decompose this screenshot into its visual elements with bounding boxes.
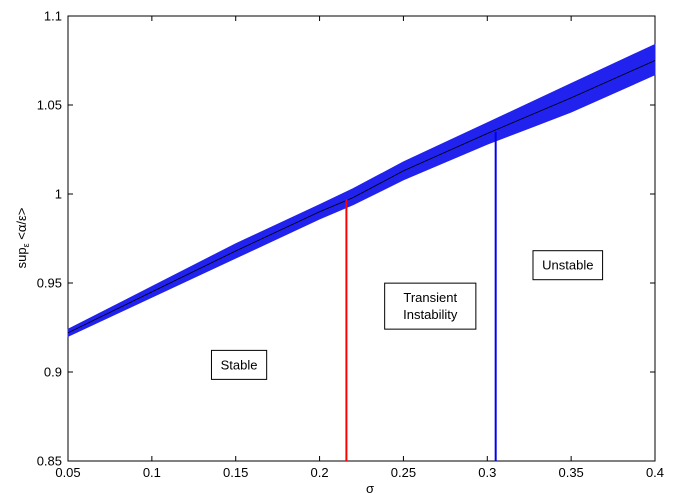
y-tick-label: 0.95: [37, 276, 62, 291]
y-axis-label-rest: <α/ε>: [14, 208, 29, 244]
x-tick-label: 0.15: [223, 465, 248, 480]
x-tick-label: 0.1: [143, 465, 161, 480]
confidence-band-layer: [67, 43, 656, 338]
plot-frame: [67, 15, 656, 462]
y-tick-label: 1.1: [44, 9, 62, 24]
y-tick-label: 1.05: [37, 98, 62, 113]
x-axis-ticks: 0.05 0.1 0.15 0.2 0.25 0.3 0.35 0.4: [55, 16, 664, 480]
annotation-box-2: Unstable: [532, 250, 604, 281]
x-tick-label: 0.4: [646, 465, 664, 480]
annotation-frame-1: [384, 282, 477, 330]
annotation-box-0: Stable: [210, 349, 268, 380]
x-tick-label: 0.3: [478, 465, 496, 480]
annotation-frame-0: [210, 349, 268, 380]
annotations-layer: Stable Transient Instability Unstable: [210, 250, 604, 380]
x-tick-label: 0.2: [311, 465, 329, 480]
annotation-frame-2: [532, 250, 604, 281]
annotation-box-1: Transient Instability: [384, 282, 477, 330]
x-tick-label: 0.35: [558, 465, 583, 480]
y-axis-label-main: sup: [14, 247, 29, 268]
x-tick-label: 0.05: [55, 465, 80, 480]
annotation-text-2-0: Unstable: [542, 258, 593, 273]
annotation-text-0-0: Stable: [221, 357, 258, 372]
y-tick-label: 0.85: [37, 454, 62, 469]
y-tick-label: 0.9: [44, 365, 62, 380]
confidence-band: [67, 43, 656, 338]
y-tick-label: 1: [55, 187, 62, 202]
x-tick-label: 0.25: [391, 465, 416, 480]
y-axis-label: supε <α/ε>: [14, 208, 31, 269]
annotation-text-1-0: Transient: [403, 290, 457, 305]
y-axis-label-sub: ε: [21, 243, 31, 247]
series-layer: [67, 60, 656, 334]
annotation-text-1-1: Instability: [403, 307, 458, 322]
boundary-lines-layer: [345, 131, 497, 461]
x-axis-label: σ: [366, 481, 374, 493]
series-line-0: [67, 60, 656, 334]
y-axis-ticks: 0.85 0.9 0.95 1 1.05 1.1: [37, 9, 655, 469]
